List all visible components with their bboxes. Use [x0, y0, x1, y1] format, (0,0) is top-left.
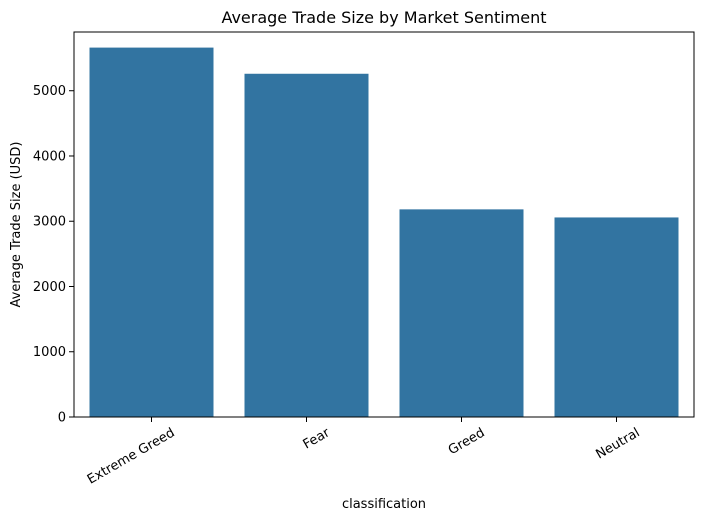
- plot-frame: [73, 31, 695, 418]
- x-tick-label: Fear: [301, 425, 333, 452]
- y-tick-label: 5000: [33, 84, 66, 99]
- x-tick-label: Neutral: [593, 425, 642, 462]
- chart-title: Average Trade Size by Market Sentiment: [221, 8, 546, 27]
- bar: [244, 73, 369, 418]
- y-tick-label: 3000: [33, 215, 66, 230]
- y-tick-label: 1000: [33, 345, 66, 360]
- y-tick-label: 4000: [33, 149, 66, 164]
- bar: [554, 217, 679, 417]
- x-tick-label: Extreme Greed: [85, 425, 178, 487]
- bar: [399, 209, 524, 417]
- y-axis-ticks: 0 1000 2000 3000 4000 5000: [33, 84, 74, 426]
- x-tick-label: Greed: [446, 425, 488, 458]
- y-tick-label: 0: [58, 411, 66, 426]
- x-axis-label: classification: [342, 497, 426, 512]
- y-tick-label: 2000: [33, 280, 66, 295]
- bars-group: [89, 47, 679, 418]
- y-axis-label: Average Trade Size (USD): [9, 142, 24, 308]
- bar: [89, 47, 214, 417]
- x-axis-ticks: Extreme Greed Fear Greed Neutral: [85, 417, 643, 488]
